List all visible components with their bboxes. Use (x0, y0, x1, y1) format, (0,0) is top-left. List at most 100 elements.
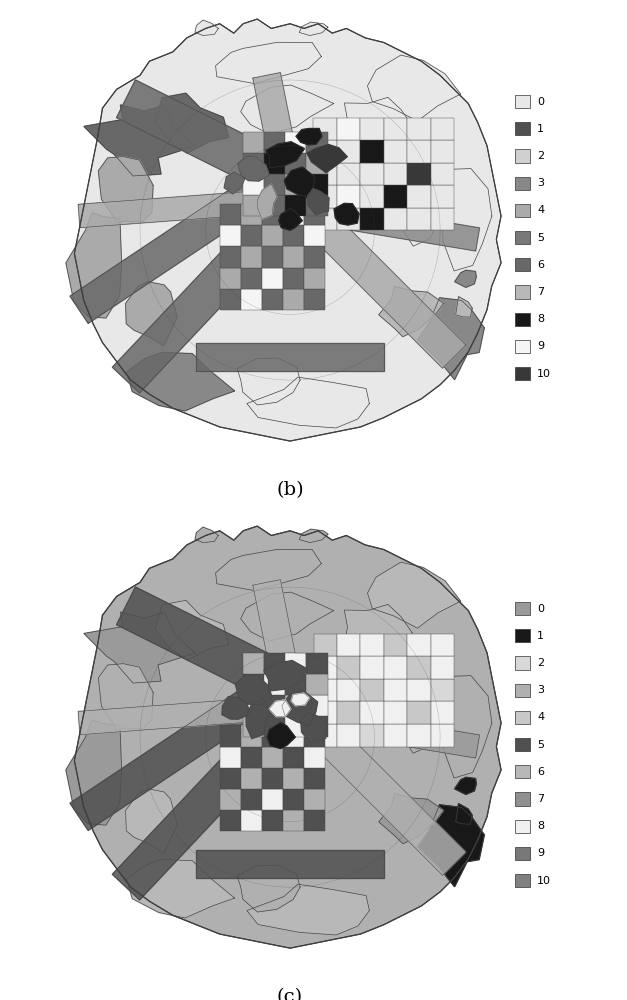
Polygon shape (195, 527, 218, 543)
Bar (264, 716, 285, 737)
Polygon shape (66, 213, 122, 318)
Bar (431, 656, 454, 679)
Bar (307, 195, 327, 216)
Polygon shape (238, 156, 269, 181)
Bar (285, 195, 307, 216)
Bar (314, 679, 337, 701)
Bar (264, 653, 285, 674)
Bar (515, 340, 530, 353)
Polygon shape (70, 155, 299, 323)
Polygon shape (302, 711, 466, 875)
Polygon shape (455, 777, 477, 794)
Bar (241, 789, 262, 810)
Bar (241, 204, 262, 225)
Bar (262, 747, 283, 768)
Polygon shape (246, 698, 270, 739)
Bar (264, 132, 285, 153)
Polygon shape (302, 204, 466, 368)
Bar (431, 724, 454, 747)
Bar (307, 174, 327, 195)
Bar (304, 768, 325, 789)
Bar (515, 367, 530, 380)
Text: 5: 5 (537, 740, 544, 750)
Bar (431, 208, 454, 230)
Polygon shape (299, 22, 328, 36)
Bar (243, 195, 264, 216)
Polygon shape (258, 184, 277, 219)
Polygon shape (237, 865, 300, 912)
Polygon shape (301, 712, 327, 743)
Bar (384, 185, 408, 208)
Polygon shape (241, 85, 334, 134)
Bar (515, 847, 530, 860)
Text: 2: 2 (537, 151, 544, 161)
Bar (219, 289, 241, 310)
Bar (361, 163, 384, 185)
Bar (431, 140, 454, 163)
Bar (283, 725, 304, 747)
Bar (262, 289, 283, 310)
Polygon shape (299, 529, 328, 543)
Polygon shape (266, 142, 305, 168)
Bar (285, 716, 307, 737)
Text: 5: 5 (537, 233, 544, 243)
Bar (361, 140, 384, 163)
Polygon shape (241, 592, 334, 641)
Bar (304, 268, 325, 289)
Bar (408, 634, 431, 656)
Bar (243, 132, 264, 153)
Bar (431, 185, 454, 208)
Bar (384, 679, 408, 701)
Bar (314, 701, 337, 724)
Polygon shape (379, 794, 443, 844)
Bar (241, 747, 262, 768)
Text: 2: 2 (537, 658, 544, 668)
Text: 3: 3 (537, 178, 544, 188)
Bar (262, 204, 283, 225)
Text: 4: 4 (537, 712, 544, 722)
Polygon shape (98, 664, 153, 730)
Bar (285, 132, 307, 153)
Bar (515, 792, 530, 806)
Polygon shape (292, 693, 310, 706)
Bar (337, 701, 361, 724)
Polygon shape (334, 203, 359, 225)
Bar (264, 674, 285, 695)
Polygon shape (84, 105, 195, 176)
Bar (285, 653, 307, 674)
Bar (283, 246, 304, 268)
Bar (337, 634, 361, 656)
Bar (241, 810, 262, 831)
Bar (307, 695, 327, 716)
Bar (361, 208, 384, 230)
Bar (219, 810, 241, 831)
Bar (384, 634, 408, 656)
Bar (337, 208, 361, 230)
Polygon shape (195, 20, 218, 36)
Bar (241, 725, 262, 747)
Bar (285, 695, 307, 716)
Polygon shape (75, 526, 501, 948)
Bar (431, 701, 454, 724)
Bar (264, 695, 285, 716)
Polygon shape (247, 884, 369, 935)
Bar (243, 653, 264, 674)
Bar (241, 225, 262, 246)
Bar (262, 789, 283, 810)
Polygon shape (112, 203, 294, 393)
Text: 6: 6 (537, 260, 544, 270)
Bar (283, 747, 304, 768)
Text: 0: 0 (537, 97, 544, 107)
Bar (515, 738, 530, 751)
Bar (304, 747, 325, 768)
Polygon shape (224, 172, 245, 194)
Bar (304, 289, 325, 310)
Bar (384, 208, 408, 230)
Bar (307, 716, 327, 737)
Bar (408, 208, 431, 230)
Bar (515, 285, 530, 299)
Polygon shape (237, 358, 300, 405)
Bar (515, 258, 530, 271)
Text: (c): (c) (277, 988, 303, 1000)
Bar (262, 768, 283, 789)
